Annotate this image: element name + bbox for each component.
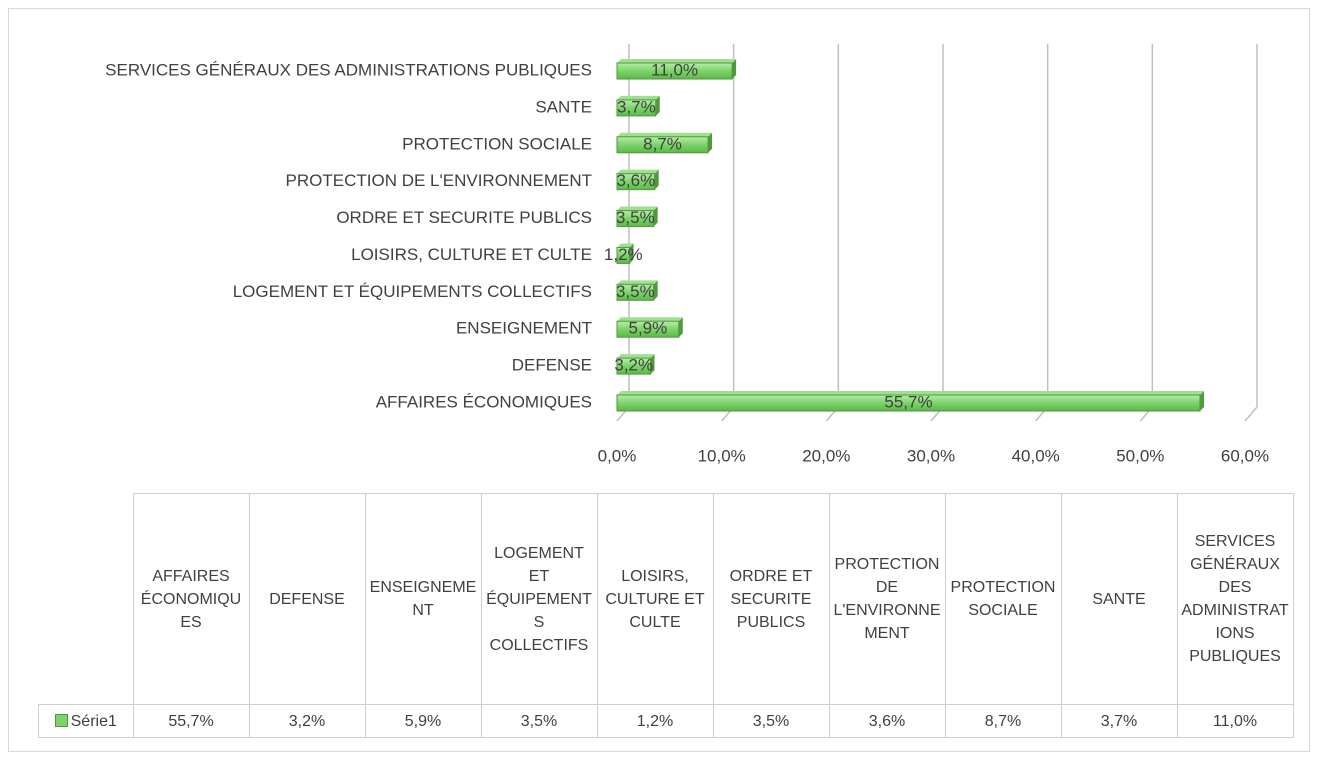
y-tick-label: PROTECTION SOCIALE	[402, 134, 592, 153]
bar	[616, 283, 655, 301]
table-corner	[38, 493, 134, 705]
y-tick-label: PROTECTION DE L'ENVIRONNEMENT	[286, 171, 592, 190]
y-tick-label: SERVICES GÉNÉRAUX DES ADMINISTRATIONS PU…	[105, 60, 592, 79]
y-tick-label: LOGEMENT ET ÉQUIPEMENTS COLLECTIFS	[233, 282, 592, 301]
x-tick-label: 40,0%	[1012, 446, 1060, 465]
table-value: 3,6%	[828, 704, 946, 738]
bar-top	[617, 95, 660, 100]
data-label: 3,5%	[616, 282, 655, 301]
bar	[616, 99, 657, 117]
table-category: ORDRE ET SECURITE PUBLICS	[712, 493, 830, 705]
data-table: AFFAIRES ÉCONOMIQUES DEFENSE ENSEIGNEMENT L…	[38, 493, 1294, 738]
bar	[616, 136, 709, 154]
table-value-row: Série1 55,7% 3,2% 5,9% 3,5% 1,2% 3,5% 3,6% 8,7% 3…	[38, 704, 1294, 738]
bar-side	[650, 354, 655, 375]
bar	[616, 357, 651, 375]
bar-top	[617, 317, 683, 322]
y-tick-label: ORDRE ET SECURITE PUBLICS	[336, 208, 592, 227]
data-label: 11,0%	[651, 60, 698, 79]
table-value: 3,2%	[248, 704, 366, 738]
bar-side	[629, 243, 634, 264]
bar-side	[732, 59, 737, 79]
legend-key	[54, 713, 68, 727]
y-tick-label: SANTE	[535, 97, 592, 116]
x-tick-label: 10,0%	[698, 446, 746, 465]
bar	[616, 173, 656, 191]
bar	[616, 394, 1201, 412]
bar-side	[654, 169, 659, 190]
y-tick-label: AFFAIRES ÉCONOMIQUES	[376, 392, 592, 411]
bar-top	[617, 280, 658, 285]
bar-top	[617, 59, 737, 63]
table-category: SANTE	[1060, 493, 1178, 705]
legend-label: Série1	[70, 712, 117, 730]
bar-top	[617, 354, 655, 359]
x-tick-label: 50,0%	[1116, 446, 1164, 465]
bar-side	[708, 132, 713, 153]
chart-border	[8, 8, 1310, 752]
data-label: 1,2%	[604, 245, 643, 264]
bar-top	[617, 169, 659, 174]
bar-top	[617, 132, 713, 137]
data-label: 5,9%	[629, 319, 668, 338]
table-value: 1,2%	[596, 704, 714, 738]
bar-side	[1199, 391, 1204, 411]
grid-floor	[1244, 406, 1258, 422]
data-label: 3,2%	[614, 356, 653, 375]
table-value: 55,7%	[132, 704, 250, 738]
x-tick-label: 0,0%	[598, 446, 637, 465]
bar-top	[617, 206, 658, 211]
legend-cell: Série1	[38, 704, 134, 738]
table-category: SERVICES GÉNÉRAUX DES ADMINISTRATIONS PU…	[1176, 493, 1294, 705]
data-label: 3,6%	[616, 171, 655, 190]
table-header-row: AFFAIRES ÉCONOMIQUES DEFENSE ENSEIGNEMENT L…	[38, 493, 1294, 705]
table-category: PROTECTION DE L'ENVIRONNEMENT	[828, 493, 946, 705]
table-category: LOISIRS, CULTURE ET CULTE	[596, 493, 714, 705]
bar	[616, 320, 680, 338]
x-tick-label: 60,0%	[1221, 446, 1269, 465]
bar-top	[617, 391, 1204, 395]
table-category: LOGEMENT ET ÉQUIPEMENTS COLLECTIFS	[480, 493, 598, 705]
x-tick-label: 30,0%	[907, 446, 955, 465]
data-label: 8,7%	[643, 134, 682, 153]
y-tick-label: DEFENSE	[512, 356, 592, 375]
bar	[616, 246, 631, 264]
table-value: 8,7%	[944, 704, 1062, 738]
x-tick-label: 20,0%	[802, 446, 850, 465]
table-value: 3,5%	[480, 704, 598, 738]
table-value: 3,5%	[712, 704, 830, 738]
bar	[616, 210, 655, 228]
data-label: 55,7%	[884, 392, 932, 411]
data-label: 3,7%	[617, 97, 656, 116]
bar-side	[655, 95, 660, 116]
table-category: AFFAIRES ÉCONOMIQUES	[132, 493, 250, 705]
table-value: 5,9%	[364, 704, 482, 738]
table-category: ENSEIGNEMENT	[364, 493, 482, 705]
bar-side	[678, 317, 683, 338]
table-category: PROTECTION SOCIALE	[944, 493, 1062, 705]
bar	[616, 62, 733, 80]
bar-side	[653, 206, 658, 227]
table-value: 11,0%	[1176, 704, 1294, 738]
table-category: DEFENSE	[248, 493, 366, 705]
data-label: 3,5%	[616, 208, 655, 227]
y-tick-label: LOISIRS, CULTURE ET CULTE	[351, 245, 592, 264]
bar-top	[617, 243, 634, 248]
bar-side	[653, 280, 658, 301]
y-tick-label: ENSEIGNEMENT	[456, 319, 592, 338]
table-value: 3,7%	[1060, 704, 1178, 738]
